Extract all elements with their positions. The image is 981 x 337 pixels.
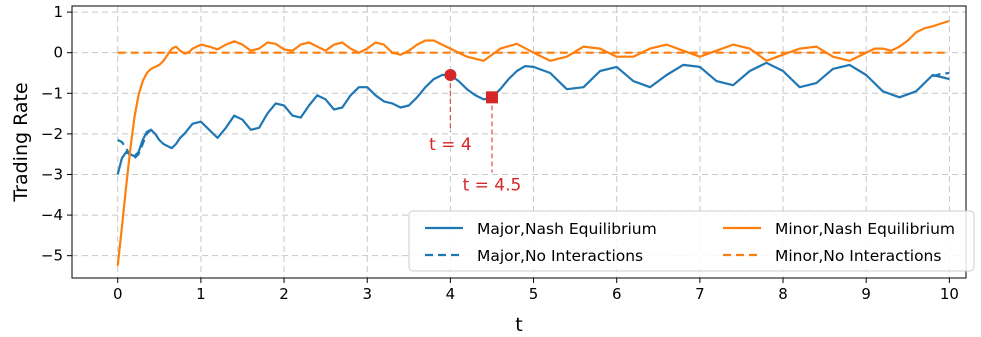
y-tick-label: −3 <box>41 165 63 183</box>
legend-box <box>408 210 975 272</box>
legend: Major,Nash Equilibrium Minor,Nash Equilib… <box>408 210 975 272</box>
legend-label: Minor,Nash Equilibrium <box>775 220 955 238</box>
y-axis-label: Trading Rate <box>10 82 32 202</box>
y-tick-label: −2 <box>41 125 63 143</box>
x-tick-label: 5 <box>529 285 539 303</box>
legend-label: Major,No Interactions <box>477 247 643 265</box>
plot-area-frame <box>71 5 967 279</box>
legend-label: Major,Nash Equilibrium <box>477 220 657 238</box>
x-tick-label: 3 <box>362 285 372 303</box>
marker-point <box>444 69 457 82</box>
x-tick-label: 7 <box>695 285 705 303</box>
x-tick-label: 6 <box>612 285 622 303</box>
series-layer <box>116 19 950 266</box>
series-line-major-nash-equilibrium <box>116 61 950 175</box>
marker-point <box>485 91 498 104</box>
y-tick-label: −1 <box>41 84 63 102</box>
x-axis-label: t <box>515 314 522 336</box>
marker-layer: t = 4 t = 4.5 <box>429 69 521 196</box>
y-tick-label: 1 <box>53 3 63 21</box>
legend-label: Minor,No Interactions <box>775 247 941 265</box>
y-tick-label: −4 <box>41 206 63 224</box>
x-tick-label: 8 <box>778 285 788 303</box>
x-tick-label: 2 <box>279 285 289 303</box>
series-line-major-no-interactions <box>932 71 950 78</box>
x-tick-label: 0 <box>113 285 123 303</box>
x-tick-label: 9 <box>861 285 871 303</box>
x-tick-label: 1 <box>196 285 206 303</box>
y-tick-label: −5 <box>41 247 63 265</box>
x-tick-label: 10 <box>940 285 959 303</box>
y-tick-label: 0 <box>53 44 63 62</box>
series-line-major-no-interactions <box>117 128 156 160</box>
marker-annotation: t = 4.5 <box>463 176 522 196</box>
x-tick-label: 4 <box>446 285 456 303</box>
marker-annotation: t = 4 <box>429 135 472 155</box>
